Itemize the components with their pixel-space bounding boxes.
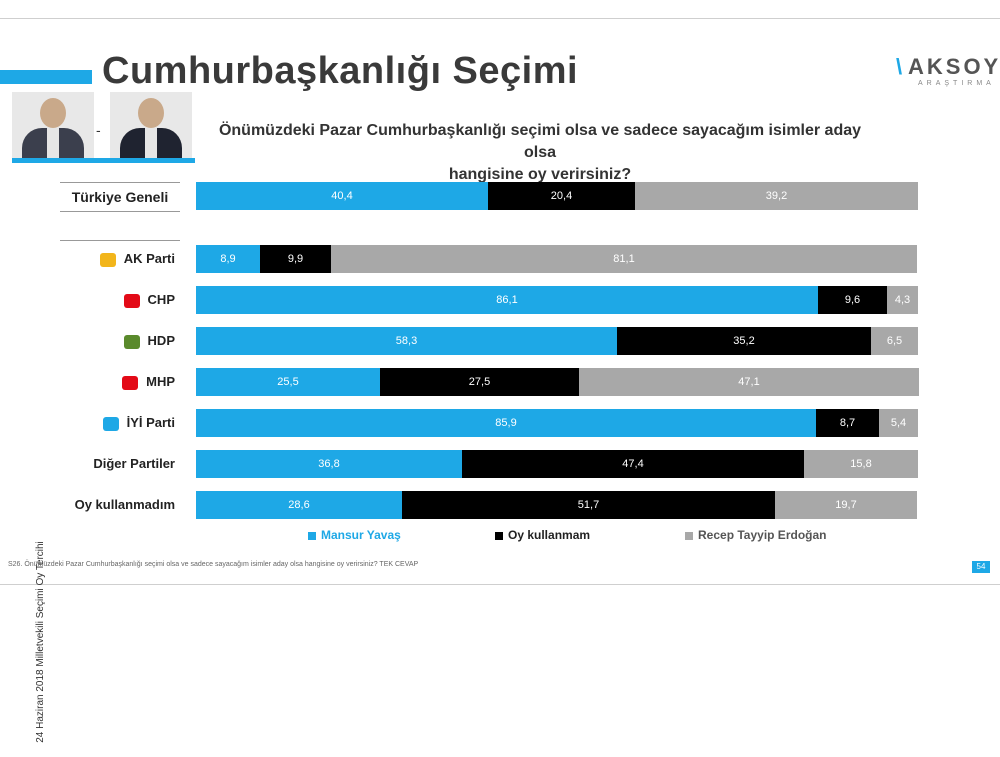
bar-segment: 6,5 bbox=[871, 327, 918, 355]
bar-segment: 8,7 bbox=[816, 409, 879, 437]
legend-label: Mansur Yavaş bbox=[321, 528, 401, 542]
hdp-tree-icon bbox=[123, 334, 140, 349]
category-label-text: HDP bbox=[147, 333, 175, 348]
bar-segment: 36,8 bbox=[196, 450, 462, 478]
brand-logo: \ AKSOY ARAŞTIRMA bbox=[896, 52, 998, 92]
title-accent-bar bbox=[0, 70, 92, 84]
candidate-photo-yavas bbox=[12, 92, 94, 160]
bar-segment: 25,5 bbox=[196, 368, 380, 396]
bar-segment: 28,6 bbox=[196, 491, 402, 519]
category-label-general: Türkiye Geneli bbox=[60, 182, 180, 212]
bar-segment: 85,9 bbox=[196, 409, 816, 437]
bar-segment: 58,3 bbox=[196, 327, 617, 355]
legend-item-erdogan: Recep Tayyip Erdoğan bbox=[685, 528, 826, 542]
category-label: İYİ Parti bbox=[60, 415, 175, 431]
chp-arrows-icon bbox=[123, 293, 140, 308]
category-label: AK Parti bbox=[60, 251, 175, 267]
bar-segment: 9,9 bbox=[260, 245, 331, 273]
iyi-sun-icon bbox=[102, 416, 119, 431]
bar-segment: 47,4 bbox=[462, 450, 804, 478]
photo-head bbox=[40, 98, 66, 128]
bar-segment: 8,9 bbox=[196, 245, 260, 273]
page-number: 54 bbox=[972, 561, 990, 573]
photo-shirt bbox=[47, 128, 59, 160]
mhp-crescents-icon bbox=[122, 375, 139, 390]
bar-segment: 39,2 bbox=[635, 182, 918, 210]
side-label-wrap: 24 Haziran 2018 Milletvekili Seçimi Oy T… bbox=[20, 262, 46, 743]
bar-segment: 20,4 bbox=[488, 182, 635, 210]
logo-mark-icon: \ bbox=[896, 54, 903, 79]
bar-segment: 4,3 bbox=[887, 286, 918, 314]
akp-bulb-icon bbox=[99, 252, 116, 267]
logo-subtext: ARAŞTIRMA bbox=[918, 80, 995, 87]
bar-segment: 51,7 bbox=[402, 491, 775, 519]
slide-frame bbox=[0, 18, 1000, 585]
divider-line bbox=[60, 240, 180, 241]
bar-segment: 9,6 bbox=[818, 286, 887, 314]
page-title: Cumhurbaşkanlığı Seçimi bbox=[102, 50, 579, 92]
category-label-text: İYİ Parti bbox=[126, 415, 175, 430]
legend-item-oy-kullanmam: Oy kullanmam bbox=[495, 528, 590, 542]
category-label: Diğer Partiler bbox=[60, 456, 175, 471]
legend-label: Oy kullanmam bbox=[508, 528, 591, 542]
question-line-1: Önümüzdeki Pazar Cumhurbaşkanlığı seçimi… bbox=[218, 122, 862, 161]
legend-label: Recep Tayyip Erdoğan bbox=[698, 528, 827, 542]
bar-segment: 15,8 bbox=[804, 450, 918, 478]
legend-swatch-grey bbox=[685, 531, 693, 540]
bar-segment: 40,4 bbox=[196, 182, 488, 210]
legend-item-yavas: Mansur Yavaş bbox=[308, 528, 401, 542]
category-label: CHP bbox=[60, 292, 175, 308]
category-label-text: AK Parti bbox=[123, 251, 175, 266]
bar-segment: 27,5 bbox=[380, 368, 579, 396]
category-label-text: MHP bbox=[146, 374, 175, 389]
bar-segment: 81,1 bbox=[331, 245, 917, 273]
bar-segment: 86,1 bbox=[196, 286, 818, 314]
photo-shirt bbox=[145, 128, 157, 160]
category-label-text: Oy kullanmadım bbox=[74, 497, 175, 512]
category-label-text: Diğer Partiler bbox=[93, 456, 175, 471]
photo-head bbox=[138, 98, 164, 128]
category-label-text: CHP bbox=[147, 292, 175, 307]
photo-separator: - bbox=[96, 122, 101, 138]
bar-segment: 5,4 bbox=[879, 409, 918, 437]
category-label: Oy kullanmadım bbox=[60, 497, 175, 512]
category-label: MHP bbox=[60, 374, 175, 390]
bar-segment: 35,2 bbox=[617, 327, 871, 355]
category-label: HDP bbox=[60, 333, 175, 349]
candidate-photo-erdogan bbox=[110, 92, 192, 160]
legend-swatch-black bbox=[495, 531, 503, 540]
question-line-2: hangisine oy verirsiniz? bbox=[448, 166, 632, 183]
bar-segment: 47,1 bbox=[579, 368, 919, 396]
bar-segment: 19,7 bbox=[775, 491, 917, 519]
logo-text: AKSOY bbox=[908, 54, 1000, 79]
footnote: S26. Önümüzdeki Pazar Cumhurbaşkanlığı s… bbox=[8, 561, 419, 568]
legend-swatch-blue bbox=[308, 531, 316, 540]
survey-question: Önümüzdeki Pazar Cumhurbaşkanlığı seçimi… bbox=[215, 120, 865, 186]
candidate-photos: - bbox=[12, 92, 195, 164]
photo-accent-bar bbox=[12, 158, 195, 163]
